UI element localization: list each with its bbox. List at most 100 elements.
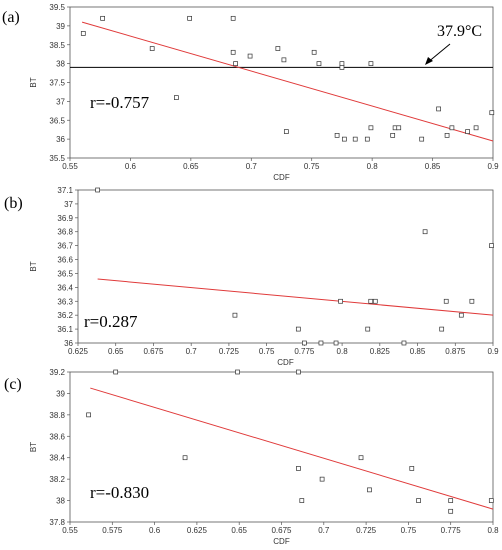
correlation-label: r=-0.757 (90, 93, 150, 112)
x-tick-label: 0.825 (370, 347, 391, 356)
data-point (469, 298, 475, 304)
panel-label: (c) (4, 376, 22, 393)
data-point (368, 298, 374, 304)
y-tick-label: 37.1 (57, 186, 73, 195)
data-point (488, 498, 494, 503)
data-point (390, 133, 396, 138)
data-point (489, 110, 495, 116)
y-axis-label: BT (29, 442, 38, 452)
x-tick-label: 0.9 (487, 162, 499, 171)
data-point (372, 298, 378, 304)
correlation-label: r=-0.830 (90, 483, 149, 502)
data-point (448, 508, 454, 514)
data-point (86, 412, 91, 418)
data-point (230, 49, 236, 55)
x-tick-label: 0.725 (219, 347, 240, 356)
x-tick-label: 0.65 (183, 162, 199, 171)
data-point (339, 65, 345, 70)
x-tick-label: 0.75 (259, 347, 275, 356)
x-tick-label: 0.65 (231, 526, 247, 535)
x-tick-label: 0.8 (337, 347, 349, 356)
fit-line (90, 387, 494, 510)
x-tick-label: 0.7 (186, 347, 198, 356)
data-point (341, 136, 347, 142)
data-point (296, 466, 301, 471)
plot-frame (69, 6, 494, 159)
data-point (338, 298, 343, 304)
data-point (448, 498, 454, 503)
data-point (311, 49, 317, 55)
panel-2: 0.625 0.65 0.675 0.7 0.725 0.75 0.775 0.8 0.825 0… (4, 186, 499, 367)
y-tick-label: 36.1 (57, 325, 73, 334)
y-tick-label: 39 (56, 389, 65, 398)
x-tick-label: 0.65 (108, 347, 124, 356)
y-tick-label: 36.5 (57, 269, 73, 278)
data-point (368, 125, 374, 131)
y-tick-label: 38.6 (49, 432, 65, 441)
x-tick-label: 0.625 (68, 347, 89, 356)
y-tick-label: 36.7 (57, 242, 73, 251)
data-point (275, 46, 281, 51)
data-point (113, 369, 119, 375)
data-point (416, 498, 421, 503)
x-axis-label: CDF (277, 358, 294, 367)
plot-frame (77, 189, 494, 344)
data-point (352, 136, 358, 142)
data-point (232, 312, 238, 318)
panel-1: 0.55 0.6 0.65 0.7 0.75 0.8 0.85 0.9 35.5 36 36.5 37… (2, 3, 499, 182)
data-point (449, 125, 455, 131)
data-point (439, 326, 445, 332)
x-tick-label: 0.75 (401, 526, 417, 535)
data-point (295, 326, 301, 332)
data-point (296, 369, 301, 375)
data-point (95, 187, 100, 193)
y-tick-label: 36.5 (49, 116, 65, 125)
data-point (473, 125, 479, 131)
data-point (444, 133, 450, 138)
x-tick-label: 0.55 (62, 526, 78, 535)
y-tick-label: 36.9 (57, 214, 73, 223)
x-tick-label: 0.7 (318, 526, 330, 535)
x-axis-label: CDF (273, 537, 290, 546)
x-tick-label: 0.55 (62, 162, 78, 171)
panel-label: (b) (4, 195, 23, 212)
x-tick-label: 0.625 (187, 526, 208, 535)
data-point (334, 133, 340, 138)
data-point (368, 61, 374, 66)
data-point (299, 498, 305, 503)
x-tick-label: 0.675 (271, 526, 292, 535)
fit-line (97, 278, 494, 316)
y-tick-label: 35.5 (49, 154, 65, 163)
x-tick-label: 0.775 (294, 347, 315, 356)
y-tick-label: 38 (56, 60, 65, 69)
data-point (367, 487, 372, 493)
data-point (316, 61, 322, 66)
x-tick-label: 0.675 (143, 347, 164, 356)
y-tick-label: 38.4 (49, 454, 65, 463)
data-point (319, 476, 325, 482)
y-tick-label: 36.6 (57, 256, 73, 265)
data-point (80, 31, 86, 36)
data-point (230, 15, 236, 21)
y-axis-label: BT (29, 261, 38, 271)
data-point (358, 455, 364, 461)
x-tick-label: 0.9 (487, 347, 499, 356)
threshold-label: 37.9°C (437, 23, 482, 40)
x-tick-label: 0.575 (102, 526, 123, 535)
panel-label: (a) (2, 9, 20, 26)
data-point (436, 106, 441, 112)
x-tick-label: 0.85 (410, 347, 426, 356)
x-tick-label: 0.6 (149, 526, 161, 535)
x-tick-label: 0.85 (425, 162, 441, 171)
data-point (281, 57, 287, 63)
threshold-arrow-head (425, 57, 433, 65)
data-point (489, 243, 494, 248)
x-tick-label: 0.75 (304, 162, 320, 171)
y-axis-label: BT (29, 77, 38, 87)
data-point (443, 298, 449, 304)
data-point (318, 340, 324, 346)
data-point (396, 125, 402, 131)
correlation-label: r=0.287 (84, 312, 138, 331)
y-tick-label: 38.8 (49, 411, 65, 420)
